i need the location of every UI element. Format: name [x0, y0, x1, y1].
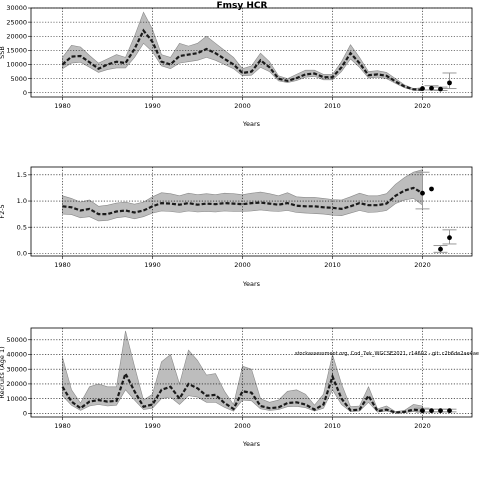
y-tick-label: 10000: [6, 395, 27, 403]
x-tick-label: 2020: [414, 102, 431, 110]
forecast-point: [438, 408, 443, 414]
x-axis-label: Years: [242, 440, 261, 448]
y-tick-label: 0: [23, 410, 27, 418]
forecast-point: [420, 408, 425, 414]
x-tick-label: 1990: [144, 102, 161, 110]
forecast-point: [429, 408, 434, 414]
y-tick-label: 25000: [6, 18, 27, 26]
forecast-point: [420, 86, 425, 91]
y-tick-label: 10000: [6, 61, 27, 69]
plot-frame: [30, 7, 473, 98]
x-tick-label: 1980: [54, 102, 71, 110]
y-tick-label: 0.0: [17, 250, 27, 258]
y-tick-label: 5000: [10, 75, 27, 83]
y-tick-label: 30000: [6, 4, 27, 12]
x-tick-label: 2010: [324, 422, 341, 430]
y-tick-label: 1.0: [17, 197, 27, 205]
y-tick-label: 40000: [6, 351, 27, 359]
plot-frame: [30, 327, 473, 418]
median-line: [62, 186, 424, 216]
x-axis-label: Years: [242, 280, 261, 288]
forecast-point: [420, 190, 425, 196]
recruitment-panel: 1980 1990 2000 2010 2020 0 10000 20000 30000 4000…: [0, 327, 479, 448]
y-tick-label: 30000: [6, 365, 27, 373]
forecast-point: [447, 235, 452, 241]
chart-title: Fmsy HCR: [217, 1, 268, 11]
fishing-mortality-panel: 1980 1990 2000 2010 2020 0.0 0.5 1.0 1.5 Years F2-…: [0, 166, 473, 288]
median-line: [61, 28, 423, 91]
x-tick-label: 1980: [54, 261, 71, 269]
y-tick-label: 1.5: [17, 171, 27, 179]
x-tick-label: 1990: [144, 261, 161, 269]
y-axis-label: SSB: [0, 46, 6, 59]
x-tick-label: 2000: [234, 261, 251, 269]
forecast-point: [429, 186, 434, 192]
y-tick-label: 20000: [6, 32, 27, 40]
x-tick-label: 2010: [324, 261, 341, 269]
y-axis-label: F2-5: [0, 204, 6, 218]
ssb-panel: 1980 1990 2000 2010 2020 0 5000 10000 15000 20000…: [0, 4, 473, 128]
x-tick-label: 2000: [234, 102, 251, 110]
y-tick-label: 0.5: [17, 223, 27, 231]
x-tick-label: 2020: [414, 422, 431, 430]
x-tick-label: 2010: [324, 102, 341, 110]
forecast-point: [447, 408, 452, 414]
forecast-point: [438, 86, 443, 92]
y-tick-label: 50000: [6, 336, 27, 344]
y-tick-label: 15000: [6, 47, 27, 55]
y-tick-label: 20000: [6, 380, 27, 388]
provenance-note: stockassessment.org, Cod_7ek_WGCSE2021, …: [295, 351, 479, 357]
y-axis-label: Recruits (Age 1): [0, 346, 6, 398]
forecast-point: [438, 246, 443, 252]
forecast-point: [429, 85, 434, 91]
x-axis-label: Years: [242, 120, 261, 128]
x-tick-label: 1990: [144, 422, 161, 430]
forecast-point: [447, 80, 452, 86]
x-tick-label: 2000: [234, 422, 251, 430]
plot-frame: [30, 166, 473, 257]
median-line: [61, 370, 423, 414]
x-tick-label: 1980: [54, 422, 71, 430]
y-tick-label: 0: [23, 89, 27, 97]
x-tick-label: 2020: [414, 261, 431, 269]
